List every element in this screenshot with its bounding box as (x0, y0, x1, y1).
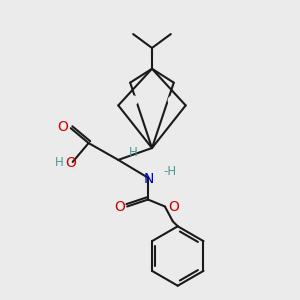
Text: N: N (144, 172, 154, 186)
Text: -H: -H (163, 165, 176, 178)
Text: H: H (55, 156, 64, 170)
Text: H: H (129, 146, 137, 160)
Text: O: O (57, 120, 68, 134)
Circle shape (129, 96, 138, 105)
Text: O: O (65, 156, 76, 170)
Text: O: O (168, 200, 179, 214)
Circle shape (168, 96, 177, 105)
Text: O: O (114, 200, 125, 214)
